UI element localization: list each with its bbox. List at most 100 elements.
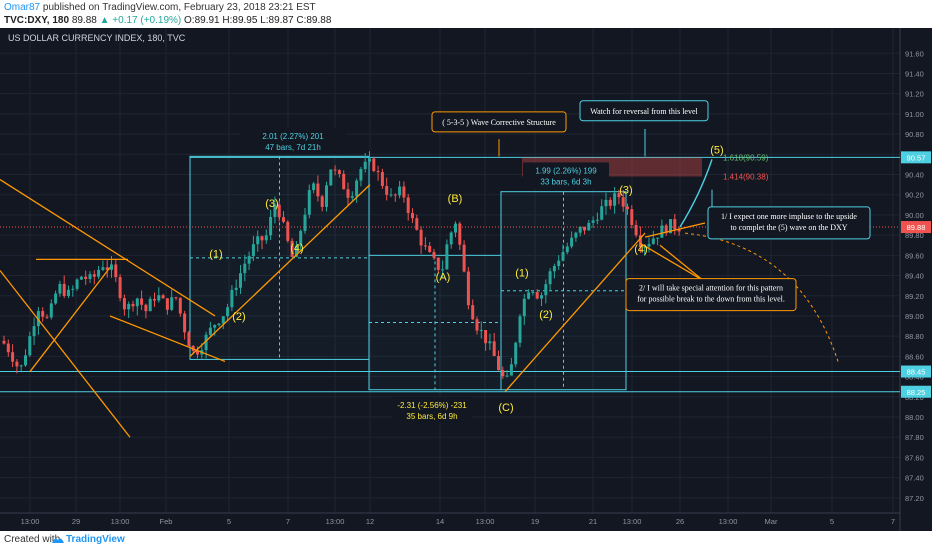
candle-body — [226, 307, 230, 317]
y-tick-label: 91.00 — [905, 110, 924, 119]
candle-body — [153, 298, 156, 301]
candle-body — [393, 194, 397, 196]
candle-body — [380, 171, 384, 186]
y-tick-label: 87.20 — [905, 494, 924, 503]
measure-info-line2: 47 bars, 7d 21h — [265, 143, 321, 152]
wave-label: (4) — [634, 243, 647, 255]
candle-body — [350, 196, 354, 198]
y-tick-label: 91.40 — [905, 69, 924, 78]
candle-body — [11, 352, 15, 362]
candle-body — [458, 223, 462, 245]
candle-body — [505, 375, 509, 377]
candle-body — [445, 244, 449, 270]
x-tick-label: Feb — [160, 517, 173, 526]
annotation-box — [707, 206, 871, 240]
candle-body — [88, 274, 92, 280]
candle-body — [144, 304, 148, 312]
candle-body — [565, 246, 569, 253]
candle-body — [617, 193, 621, 198]
candle-body — [187, 332, 191, 346]
annotation-text: to complet the (5) wave on the DXY — [730, 223, 847, 232]
candle-body — [135, 298, 139, 307]
candle-body — [71, 288, 75, 290]
candle-body — [484, 330, 488, 344]
candle-body — [535, 292, 539, 299]
candle-body — [256, 236, 260, 245]
publish-info: Omar87 published on TradingView.com, Feb… — [4, 2, 316, 13]
y-tick-label: 87.80 — [905, 433, 924, 442]
candle-body — [406, 197, 410, 214]
candle-body — [385, 185, 389, 195]
candle-body — [303, 214, 307, 231]
candle-body — [312, 183, 316, 191]
wave-label: (3) — [619, 185, 632, 197]
candle-body — [626, 206, 629, 210]
candle-body — [647, 243, 651, 247]
candle-body — [221, 316, 225, 324]
ohlc-low: L:89.87 — [260, 15, 294, 26]
candle-body — [669, 219, 672, 234]
candle-body — [389, 194, 393, 196]
candle-body — [140, 298, 144, 305]
candle-body — [260, 236, 264, 241]
candle-body — [2, 340, 6, 344]
candle-body — [372, 158, 376, 172]
candle-body — [471, 305, 475, 320]
chart-area[interactable]: 91.6091.4091.2091.0090.8090.6090.4090.20… — [0, 28, 932, 531]
x-tick-label: 13:00 — [326, 517, 345, 526]
candle-body — [247, 256, 251, 264]
measure-info-box — [240, 128, 346, 155]
candle-body — [217, 323, 221, 325]
annotation-text: 1/ I expect one more impluse to the upsi… — [721, 212, 857, 221]
price-chart[interactable]: 91.6091.4091.2091.0090.8090.6090.4090.20… — [0, 28, 932, 531]
x-tick-label: 12 — [366, 517, 374, 526]
candle-body — [449, 232, 453, 245]
y-tick-label: 90.40 — [905, 171, 924, 180]
author-link[interactable]: Omar87 — [4, 2, 41, 13]
candle-body — [574, 232, 578, 238]
trendline — [189, 184, 371, 357]
x-tick-label: 13:00 — [476, 517, 495, 526]
candle-body — [6, 343, 10, 353]
candle-body — [15, 361, 19, 367]
candle-body — [105, 267, 109, 270]
header-bar: Omar87 published on TradingView.com, Feb… — [0, 0, 932, 28]
candle-body — [432, 252, 436, 258]
wave-label: (4) — [290, 242, 303, 254]
candle-body — [488, 341, 492, 344]
x-tick-label: 26 — [676, 517, 684, 526]
candle-body — [290, 240, 294, 257]
price-marker-label: 88.45 — [907, 368, 926, 377]
annotation-box — [431, 111, 567, 133]
candle-body — [664, 225, 668, 234]
candle-body — [79, 276, 83, 280]
candle-body — [28, 336, 32, 356]
tradingview-brand-link[interactable]: TradingView — [66, 534, 125, 545]
candle-body — [479, 330, 483, 332]
projection-down — [684, 232, 839, 362]
published-text: published on TradingView.com, February 2… — [42, 2, 316, 13]
candle-body — [557, 260, 561, 266]
candle-body — [251, 244, 255, 257]
candle-body — [415, 218, 419, 230]
candle-body — [282, 217, 285, 222]
candle-body — [355, 180, 359, 197]
measure-info-line2: 33 bars, 6d 3h — [540, 177, 591, 186]
candle-body — [613, 193, 617, 206]
candle-body — [320, 196, 324, 207]
candle-body — [346, 189, 350, 198]
wave-label: (1) — [209, 248, 222, 260]
candle-body — [436, 257, 440, 270]
x-tick-label: 13:00 — [623, 517, 642, 526]
y-tick-label: 89.20 — [905, 292, 924, 301]
x-tick-label: 21 — [589, 517, 597, 526]
measure-info-box — [523, 162, 609, 189]
candle-body — [204, 334, 208, 351]
text-labels: (1)(2)(3)(4)(5)(A)(B)(C)(1)(2)(3)(4)(5)2… — [209, 100, 871, 423]
candle-body — [294, 245, 298, 257]
y-tick-label: 88.60 — [905, 352, 924, 361]
tradingview-logo-icon — [52, 538, 64, 543]
candle-body — [24, 355, 27, 366]
candle-body — [54, 293, 58, 304]
y-tick-label: 91.60 — [905, 49, 924, 58]
